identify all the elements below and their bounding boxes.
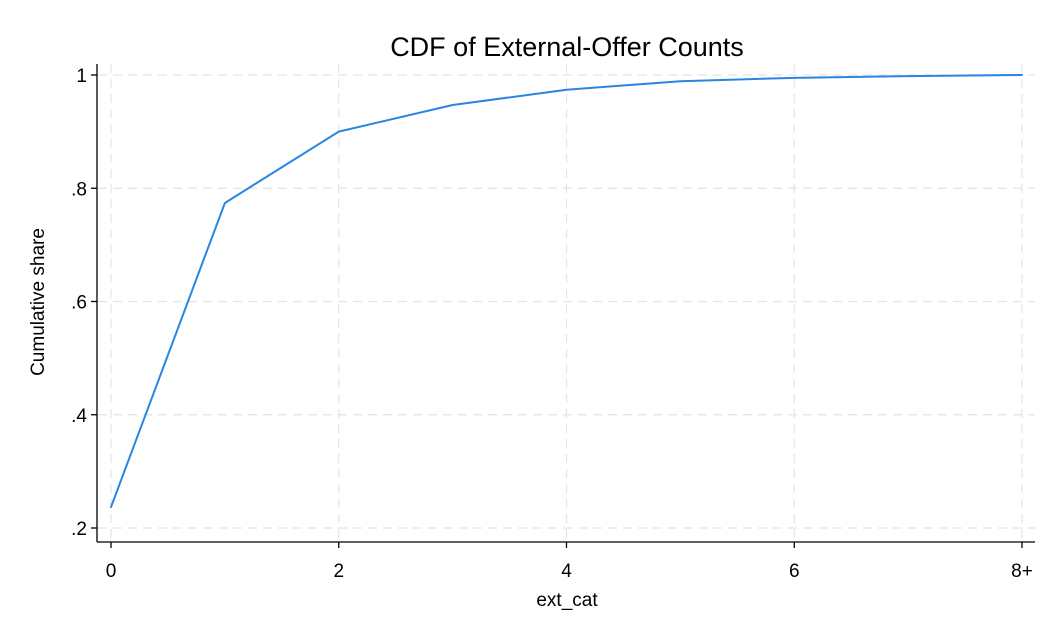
tick-marks <box>91 74 1023 548</box>
chart-title: CDF of External-Offer Counts <box>390 32 744 62</box>
x-tick-label-3: 6 <box>789 561 800 582</box>
x-tick-label-2: 4 <box>561 561 572 582</box>
y-tick-label-1: .4 <box>71 406 87 427</box>
gridlines <box>98 64 1035 541</box>
series-group <box>110 74 1023 509</box>
y-tick-label-3: .8 <box>71 179 87 200</box>
x-axis-title: ext_cat <box>536 590 598 611</box>
y-tick-label-4: 1 <box>76 66 87 87</box>
x-tick-label-0: 0 <box>106 561 117 582</box>
tick-labels: .2 .4 .6 .8 1 0 2 4 6 8+ <box>71 66 1033 582</box>
x-tick-label-1: 2 <box>333 561 344 582</box>
x-tick-label-4: 8+ <box>1011 561 1033 582</box>
y-tick-label-2: .6 <box>71 293 87 314</box>
series-line-0 <box>110 74 1023 509</box>
y-tick-label-0: .2 <box>71 519 87 540</box>
y-axis-title: Cumulative share <box>28 228 49 376</box>
